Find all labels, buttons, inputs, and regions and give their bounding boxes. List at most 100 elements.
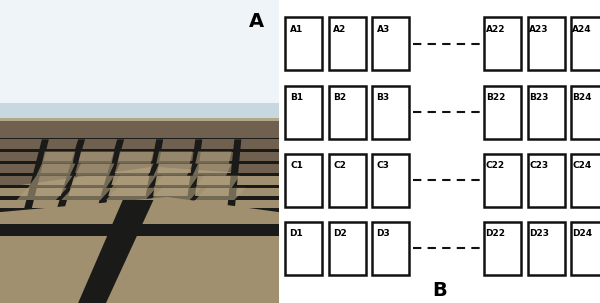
Polygon shape [117,152,154,164]
Bar [133,129,137,133]
Bar [80,126,85,133]
Text: A1: A1 [290,25,303,34]
Bar [175,125,180,133]
Bar [571,85,600,139]
Bar [286,154,322,207]
Text: B2: B2 [333,93,346,102]
Bar [260,126,265,133]
Bar [161,125,166,133]
Text: C22: C22 [486,161,505,170]
Polygon shape [42,152,76,164]
Bar [10,125,14,133]
Bar [11,121,76,126]
Bar [484,222,521,275]
Bar [5,128,10,133]
Bar [118,125,123,133]
Polygon shape [70,176,115,188]
Bar [90,128,95,133]
Bar [241,126,246,133]
Bar [95,127,100,133]
Text: B: B [432,281,447,300]
Bar [85,126,90,133]
Bar [528,154,565,207]
Polygon shape [196,188,245,200]
Polygon shape [76,164,115,176]
Bar [14,125,19,133]
Bar [0,149,279,152]
Bar [128,126,133,133]
Bar [66,128,71,133]
Polygon shape [196,176,240,188]
Text: B3: B3 [377,93,390,102]
Bar [23,127,29,133]
Bar [43,126,47,133]
Polygon shape [61,188,112,200]
Text: C1: C1 [290,161,303,170]
Bar [484,17,521,71]
Polygon shape [218,139,241,303]
Bar [104,126,109,133]
Bar [146,125,152,133]
Bar [0,103,279,127]
Bar [0,0,279,115]
Bar [227,128,232,133]
Polygon shape [78,152,115,164]
Text: C2: C2 [334,161,346,170]
Text: B24: B24 [572,93,592,102]
Bar [52,128,57,133]
Bar [71,128,76,133]
Bar [372,17,409,71]
Bar [0,161,279,164]
Bar [329,85,365,139]
Text: D24: D24 [572,229,592,238]
Bar [528,222,565,275]
Bar [0,121,279,303]
Text: C23: C23 [529,161,548,170]
Bar [33,128,38,133]
Polygon shape [154,176,198,188]
Bar [0,138,279,139]
Bar [265,127,270,133]
Bar [571,17,600,71]
Text: D1: D1 [290,229,304,238]
Polygon shape [106,188,156,200]
Polygon shape [0,224,279,236]
Polygon shape [115,164,154,176]
Bar [170,128,175,133]
Bar [109,127,114,133]
Bar [286,222,322,275]
Text: D22: D22 [485,229,506,238]
Text: A2: A2 [333,25,346,34]
Polygon shape [78,200,154,303]
Bar [329,154,365,207]
Bar [179,125,185,133]
Text: A: A [249,12,264,31]
Bar [38,128,43,133]
Bar [142,125,147,133]
Polygon shape [112,176,156,188]
Bar [14,123,76,139]
Bar [47,124,52,133]
Polygon shape [154,164,193,176]
Polygon shape [0,139,49,303]
Bar [184,128,190,133]
Bar [199,127,203,133]
Bar [484,85,521,139]
Bar [372,154,409,207]
Text: D23: D23 [529,229,549,238]
Bar [236,126,241,133]
Polygon shape [28,176,73,188]
Bar [329,222,365,275]
Text: C3: C3 [377,161,389,170]
Bar [528,17,565,71]
Bar [0,185,279,188]
Bar [232,127,237,133]
Bar [61,128,67,133]
Bar [0,219,279,224]
Bar [166,127,170,133]
Polygon shape [36,164,76,176]
Bar [0,208,279,212]
Polygon shape [125,139,163,303]
Bar [279,128,284,133]
Bar [372,222,409,275]
